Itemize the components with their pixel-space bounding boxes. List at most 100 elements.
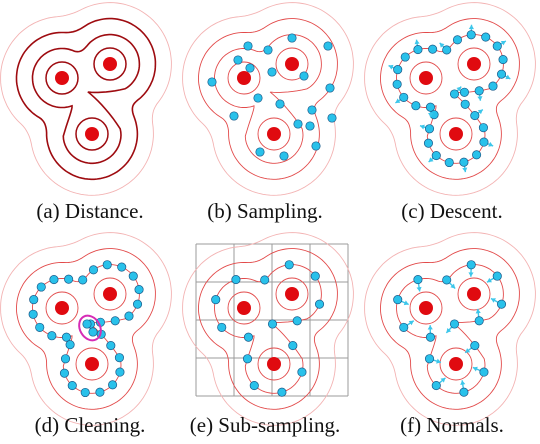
arrow-head [488,141,494,147]
sample-point [67,381,77,391]
field-contour [198,18,338,180]
sample-point [449,89,460,99]
sample-point [293,119,303,129]
sample-point [287,33,297,43]
sample-point [292,316,302,326]
arrow-head [456,86,462,92]
sample-point [78,275,88,285]
arrow-head [403,300,409,306]
panel-c [364,2,536,196]
sample-point [323,41,333,51]
caption-f: (f) Normals. [400,413,504,437]
arrow-head [468,24,474,30]
sample-point [110,316,120,326]
source-point [467,287,481,301]
sample-point [449,319,460,329]
sample-point [253,93,263,103]
sample-point [413,275,423,285]
arrow-head [408,320,414,326]
outlier-highlight [78,314,102,342]
sample-point [64,274,74,284]
sample-point [311,141,321,151]
sample-point [492,41,502,51]
source-point [267,127,281,141]
source-point [419,71,433,85]
source-point [237,301,251,315]
arrow-head [462,167,468,173]
arrow-head [468,272,474,277]
sample-point [481,32,491,42]
sample-point [466,260,476,270]
arrow-head [465,348,471,353]
sample-point [267,319,278,329]
sample-point [102,260,112,270]
source-ring-1 [457,47,491,81]
source-point [419,301,433,315]
sample-point [277,387,287,397]
source-point [267,357,281,371]
sample-point [106,341,116,351]
source-point [467,57,481,71]
sample-point [229,111,239,121]
sample-point [327,113,337,123]
sample-point [466,30,476,40]
sample-point [134,285,144,295]
sample-point [459,387,469,397]
sample-point [49,275,59,285]
source-ring-2 [75,347,109,381]
arrow-head [460,380,466,385]
sample-point [117,262,127,272]
panel-e [182,232,354,426]
sample-point [61,332,72,342]
outlier-point [82,319,92,329]
sample-point [88,265,99,275]
source-point [85,357,99,371]
sample-point [275,99,285,109]
sample-point [413,45,423,55]
sample-point [428,44,438,54]
arrow-head [472,366,478,372]
sample-point [128,271,138,281]
source-ring-1 [93,277,127,311]
sample-point [442,45,452,55]
field-contour [214,264,322,394]
sample-point [460,99,470,109]
sample-point [425,102,436,112]
sample-point [59,368,70,378]
caption-b: (b) Sampling. [207,199,323,223]
sample-point [28,309,38,319]
sample-point [479,367,489,377]
field-contour-outer [0,232,172,426]
source-ring-0 [409,291,443,325]
sample-point [431,151,441,161]
sample-point [288,341,298,351]
arrow-head [428,157,434,162]
sample-point [478,123,488,133]
source-point [237,71,251,85]
source-ring-2 [439,347,473,381]
arrow-head [500,40,506,46]
sample-point [284,260,294,270]
sample-point [60,354,71,364]
field-contour [16,248,156,410]
source-ring-0 [45,291,79,325]
sample-point [325,83,335,93]
sample-point [242,354,253,364]
arrow-head [477,109,483,115]
sample-point [314,299,325,309]
sample-point [424,124,435,134]
source-ring-2 [75,117,109,151]
source-ring-1 [275,277,309,311]
sample-point [459,157,469,167]
sample-point [249,381,259,391]
source-point [285,57,299,71]
source-ring-0 [227,291,261,325]
sample-point [260,275,270,285]
sample-point [423,138,434,148]
sample-point [470,341,480,351]
sample-point [297,367,307,377]
sample-point [479,137,489,147]
panel-a [0,2,172,196]
sample-point [47,331,57,341]
sample-point [299,71,309,81]
